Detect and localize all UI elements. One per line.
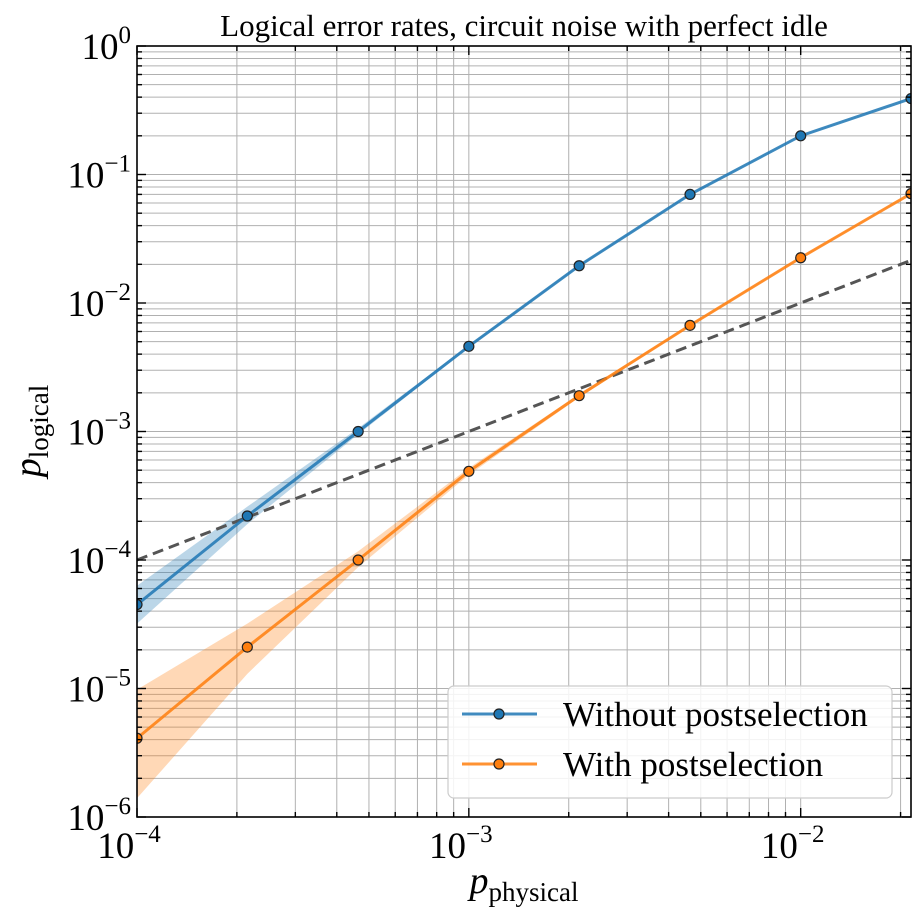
axis-ticks	[136, 45, 911, 818]
legend-box	[447, 685, 893, 799]
confidence-band-without-postselection	[137, 98, 911, 624]
data-point-without-postselection	[241, 510, 253, 522]
data-point-with-postselection	[905, 188, 911, 200]
data-point-with-postselection	[241, 641, 253, 653]
legend: Without postselection With postselection	[447, 685, 893, 799]
data-point-without-postselection	[905, 92, 911, 105]
x-axis-label: pphysical	[467, 860, 579, 907]
chart-title: Logical error rates, circuit noise with …	[220, 8, 828, 43]
y-tick-label: 10−5	[67, 665, 131, 711]
data-point-without-postselection	[795, 130, 807, 142]
data-point-with-postselection	[573, 390, 585, 402]
y-tick-label: 10−1	[67, 151, 131, 197]
y-tick-label: 10−4	[67, 536, 131, 582]
y-tick-label: 10−6	[67, 793, 131, 839]
data-point-with-postselection	[463, 465, 475, 477]
legend-marker-with-postselection	[493, 758, 505, 770]
tick-labels: 10−4 10−3 10−2 10−6 10−5 10−4 10−3 10−2 10−1 100	[67, 22, 824, 867]
data-point-without-postselection	[573, 260, 585, 272]
data-point-without-postselection	[352, 425, 364, 438]
y-tick-label: 10−2	[67, 279, 131, 325]
y-axis-label: plogical	[7, 385, 54, 480]
series-line-without-postselection	[137, 97, 911, 606]
data-point-without-postselection	[684, 188, 696, 201]
x-tick-label: 10−3	[429, 821, 493, 867]
y-tick-label: 10−3	[67, 408, 131, 454]
x-tick-label: 10−4	[97, 821, 161, 867]
data-point-with-postselection	[352, 554, 364, 566]
data-point-with-postselection	[795, 252, 807, 264]
reference-line	[137, 258, 911, 562]
x-tick-label: 10−2	[761, 821, 825, 867]
data-point-without-postselection	[137, 598, 143, 611]
data-point-without-postselection	[463, 340, 475, 352]
data-point-with-postselection	[137, 732, 143, 744]
legend-label-without-postselection: Without postselection	[563, 695, 868, 734]
plot-area	[137, 92, 911, 799]
series-line-with-postselection	[137, 192, 911, 740]
data-point-with-postselection	[684, 319, 696, 331]
legend-label-with-postselection: With postselection	[563, 745, 823, 784]
legend-marker-without-postselection	[493, 708, 505, 720]
y-tick-label: 100	[82, 22, 132, 68]
